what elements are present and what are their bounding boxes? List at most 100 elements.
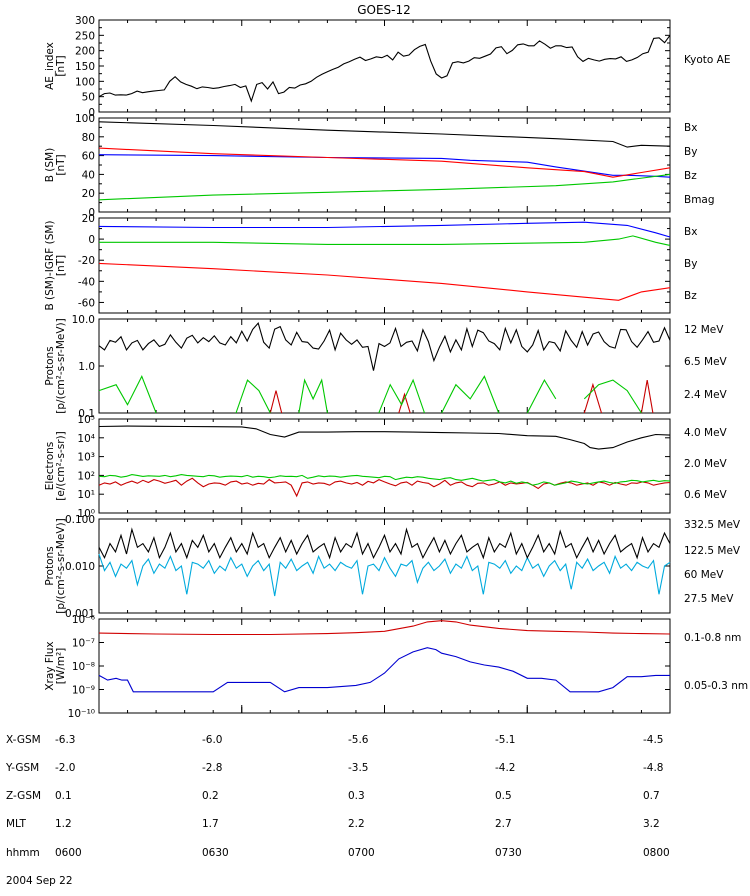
- y-axis-label: Protons: [44, 546, 56, 585]
- panel-7: 10⁻¹⁰ 10⁻⁹ 10⁻⁸ 10⁻⁷ 10⁻⁶ Xray Flux [W/m²] 0.1-…: [44, 614, 748, 720]
- y-tick-label: -60: [78, 297, 95, 309]
- series-kyoto-ae: [98, 34, 671, 103]
- series-line: [98, 147, 671, 178]
- series-line: [98, 221, 671, 238]
- footer-mlt-value: 2.7: [495, 818, 512, 831]
- series-line: [583, 382, 603, 414]
- y-axis-label: Xray Flux: [44, 641, 56, 690]
- legend-label: 4.0 MeV: [684, 427, 728, 439]
- y-tick-label: 0.100: [65, 514, 95, 526]
- series-line: [235, 379, 271, 414]
- series-line: [526, 378, 557, 414]
- y-axis-label: [e/(cm²-s-sr)]: [55, 431, 67, 500]
- y-tick-label: 0.001: [65, 608, 95, 620]
- footer-y-gsm-value: -2.8: [202, 762, 223, 775]
- footer-x-gsm-value: -4.5: [643, 733, 664, 746]
- footer-hhmm-value: 0700: [348, 846, 375, 859]
- footer-hhmm-value: 0630: [202, 846, 229, 859]
- panel-frame: [98, 19, 671, 113]
- y-axis-label: [p/(cm²-s-sr-MeV)]: [55, 318, 67, 413]
- series-by: [99, 235, 671, 246]
- y-tick-label: 100: [75, 76, 95, 88]
- footer-y-gsm-value: -4.2: [495, 762, 516, 775]
- y-tick-label: 10⁻⁸: [72, 661, 95, 673]
- footer-y-gsm-value: -4.8: [643, 762, 664, 775]
- series-bx: [98, 221, 671, 238]
- series-line: [378, 378, 426, 414]
- legend-label: Bz: [684, 290, 697, 302]
- series-line: [98, 425, 671, 450]
- y-axis-label: [nT]: [55, 55, 67, 76]
- y-tick-label: 10⁻⁶: [72, 614, 95, 626]
- series-line: [98, 262, 671, 301]
- y-tick-label: 250: [75, 30, 95, 42]
- footer-x-gsm-value: -6.3: [55, 733, 76, 746]
- series-line: [99, 235, 671, 246]
- y-tick-label: 10⁻⁹: [72, 685, 95, 697]
- series-bz: [98, 262, 671, 301]
- y-tick-label: -20: [78, 255, 95, 267]
- series-bz: [98, 147, 671, 178]
- y-tick-label: 150: [75, 61, 95, 73]
- legend-label: 0.05-0.3 nm: [684, 680, 748, 692]
- panel-frame: [98, 418, 671, 514]
- y-tick-label: 40: [82, 169, 95, 181]
- series-0-1-0-8-nm: [98, 620, 671, 636]
- legend-label: 0.6 MeV: [684, 489, 728, 501]
- legend-label: 2.0 MeV: [684, 458, 728, 470]
- series-12-mev: [269, 380, 654, 414]
- y-tick-label: 10⁻¹⁰: [68, 708, 95, 720]
- y-tick-label: 10¹: [77, 489, 95, 501]
- y-axis-label: B (SM)-IGRF (SM): [44, 220, 56, 310]
- footer-date: 2004 Sep 22: [6, 874, 73, 887]
- footer-hhmm-value: 0800: [643, 846, 670, 859]
- footer-label-z-gsm: Z-GSM: [6, 790, 42, 803]
- series-line: [98, 173, 671, 201]
- footer-col-3: -5.1 -4.2 0.5 2.7 0730: [495, 717, 522, 868]
- series-4-0-mev: [98, 477, 671, 498]
- footer-label-y-gsm: Y-GSM: [6, 762, 40, 775]
- footer-mlt-value: 1.2: [55, 818, 72, 831]
- y-tick-label: 10³: [77, 452, 95, 464]
- footer-label-x-gsm: X-GSM: [6, 733, 41, 746]
- y-axis-label: [W/m²]: [55, 648, 67, 685]
- y-tick-label: 20: [82, 213, 95, 225]
- y-tick-label: 20: [82, 188, 95, 200]
- legend-label: By: [684, 258, 697, 270]
- legend-label: 332.5 MeV: [684, 519, 741, 531]
- y-tick-label: 0: [88, 207, 95, 219]
- series-line: [98, 477, 671, 498]
- series-line: [98, 620, 671, 636]
- y-tick-label: 200: [75, 46, 95, 58]
- y-tick-label: -40: [78, 276, 95, 288]
- footer-z-gsm-value: 0.1: [55, 790, 72, 803]
- y-tick-label: 10⁰: [77, 508, 95, 520]
- series-by: [98, 173, 671, 201]
- series-line: [98, 34, 671, 103]
- y-tick-label: 10⁴: [77, 433, 95, 445]
- y-tick-label: 0.010: [65, 561, 95, 573]
- series-line: [269, 390, 283, 414]
- footer-mlt-value: 2.2: [348, 818, 365, 831]
- footer-col-4: -4.5 -4.8 0.7 3.2 0800: [643, 717, 670, 868]
- y-axis-label: [nT]: [55, 255, 67, 276]
- footer-col-2: -5.6 -3.5 0.3 2.2 0700: [348, 717, 375, 868]
- legend-label: Bz: [684, 170, 697, 182]
- panel-4: 0.1 1.0 10.0 Protons [p/(cm²-s-sr-MeV)] 12 Me…: [44, 314, 728, 420]
- legend-label: Bmag: [684, 194, 715, 206]
- legend-label: By: [684, 146, 697, 158]
- y-axis-label: [p/(cm²-s-sr-MeV)]: [55, 518, 67, 613]
- footer-x-gsm-value: -5.6: [348, 733, 369, 746]
- footer-col-1: -6.0 -2.8 0.2 1.7 0630: [202, 717, 229, 868]
- panel-frame: [98, 618, 671, 714]
- panel-frame: [98, 217, 671, 314]
- footer-col-0: -6.3 -2.0 0.1 1.2 0600: [55, 717, 82, 868]
- legend-label: 27.5 MeV: [684, 593, 734, 605]
- legend-label: 6.5 MeV: [684, 356, 728, 368]
- series-line: [98, 154, 671, 178]
- plot-title: GOES-12: [357, 3, 411, 17]
- y-tick-label: 0: [88, 107, 95, 119]
- series-2-0-mev: [98, 474, 671, 486]
- series-2-4-mev: [98, 321, 671, 371]
